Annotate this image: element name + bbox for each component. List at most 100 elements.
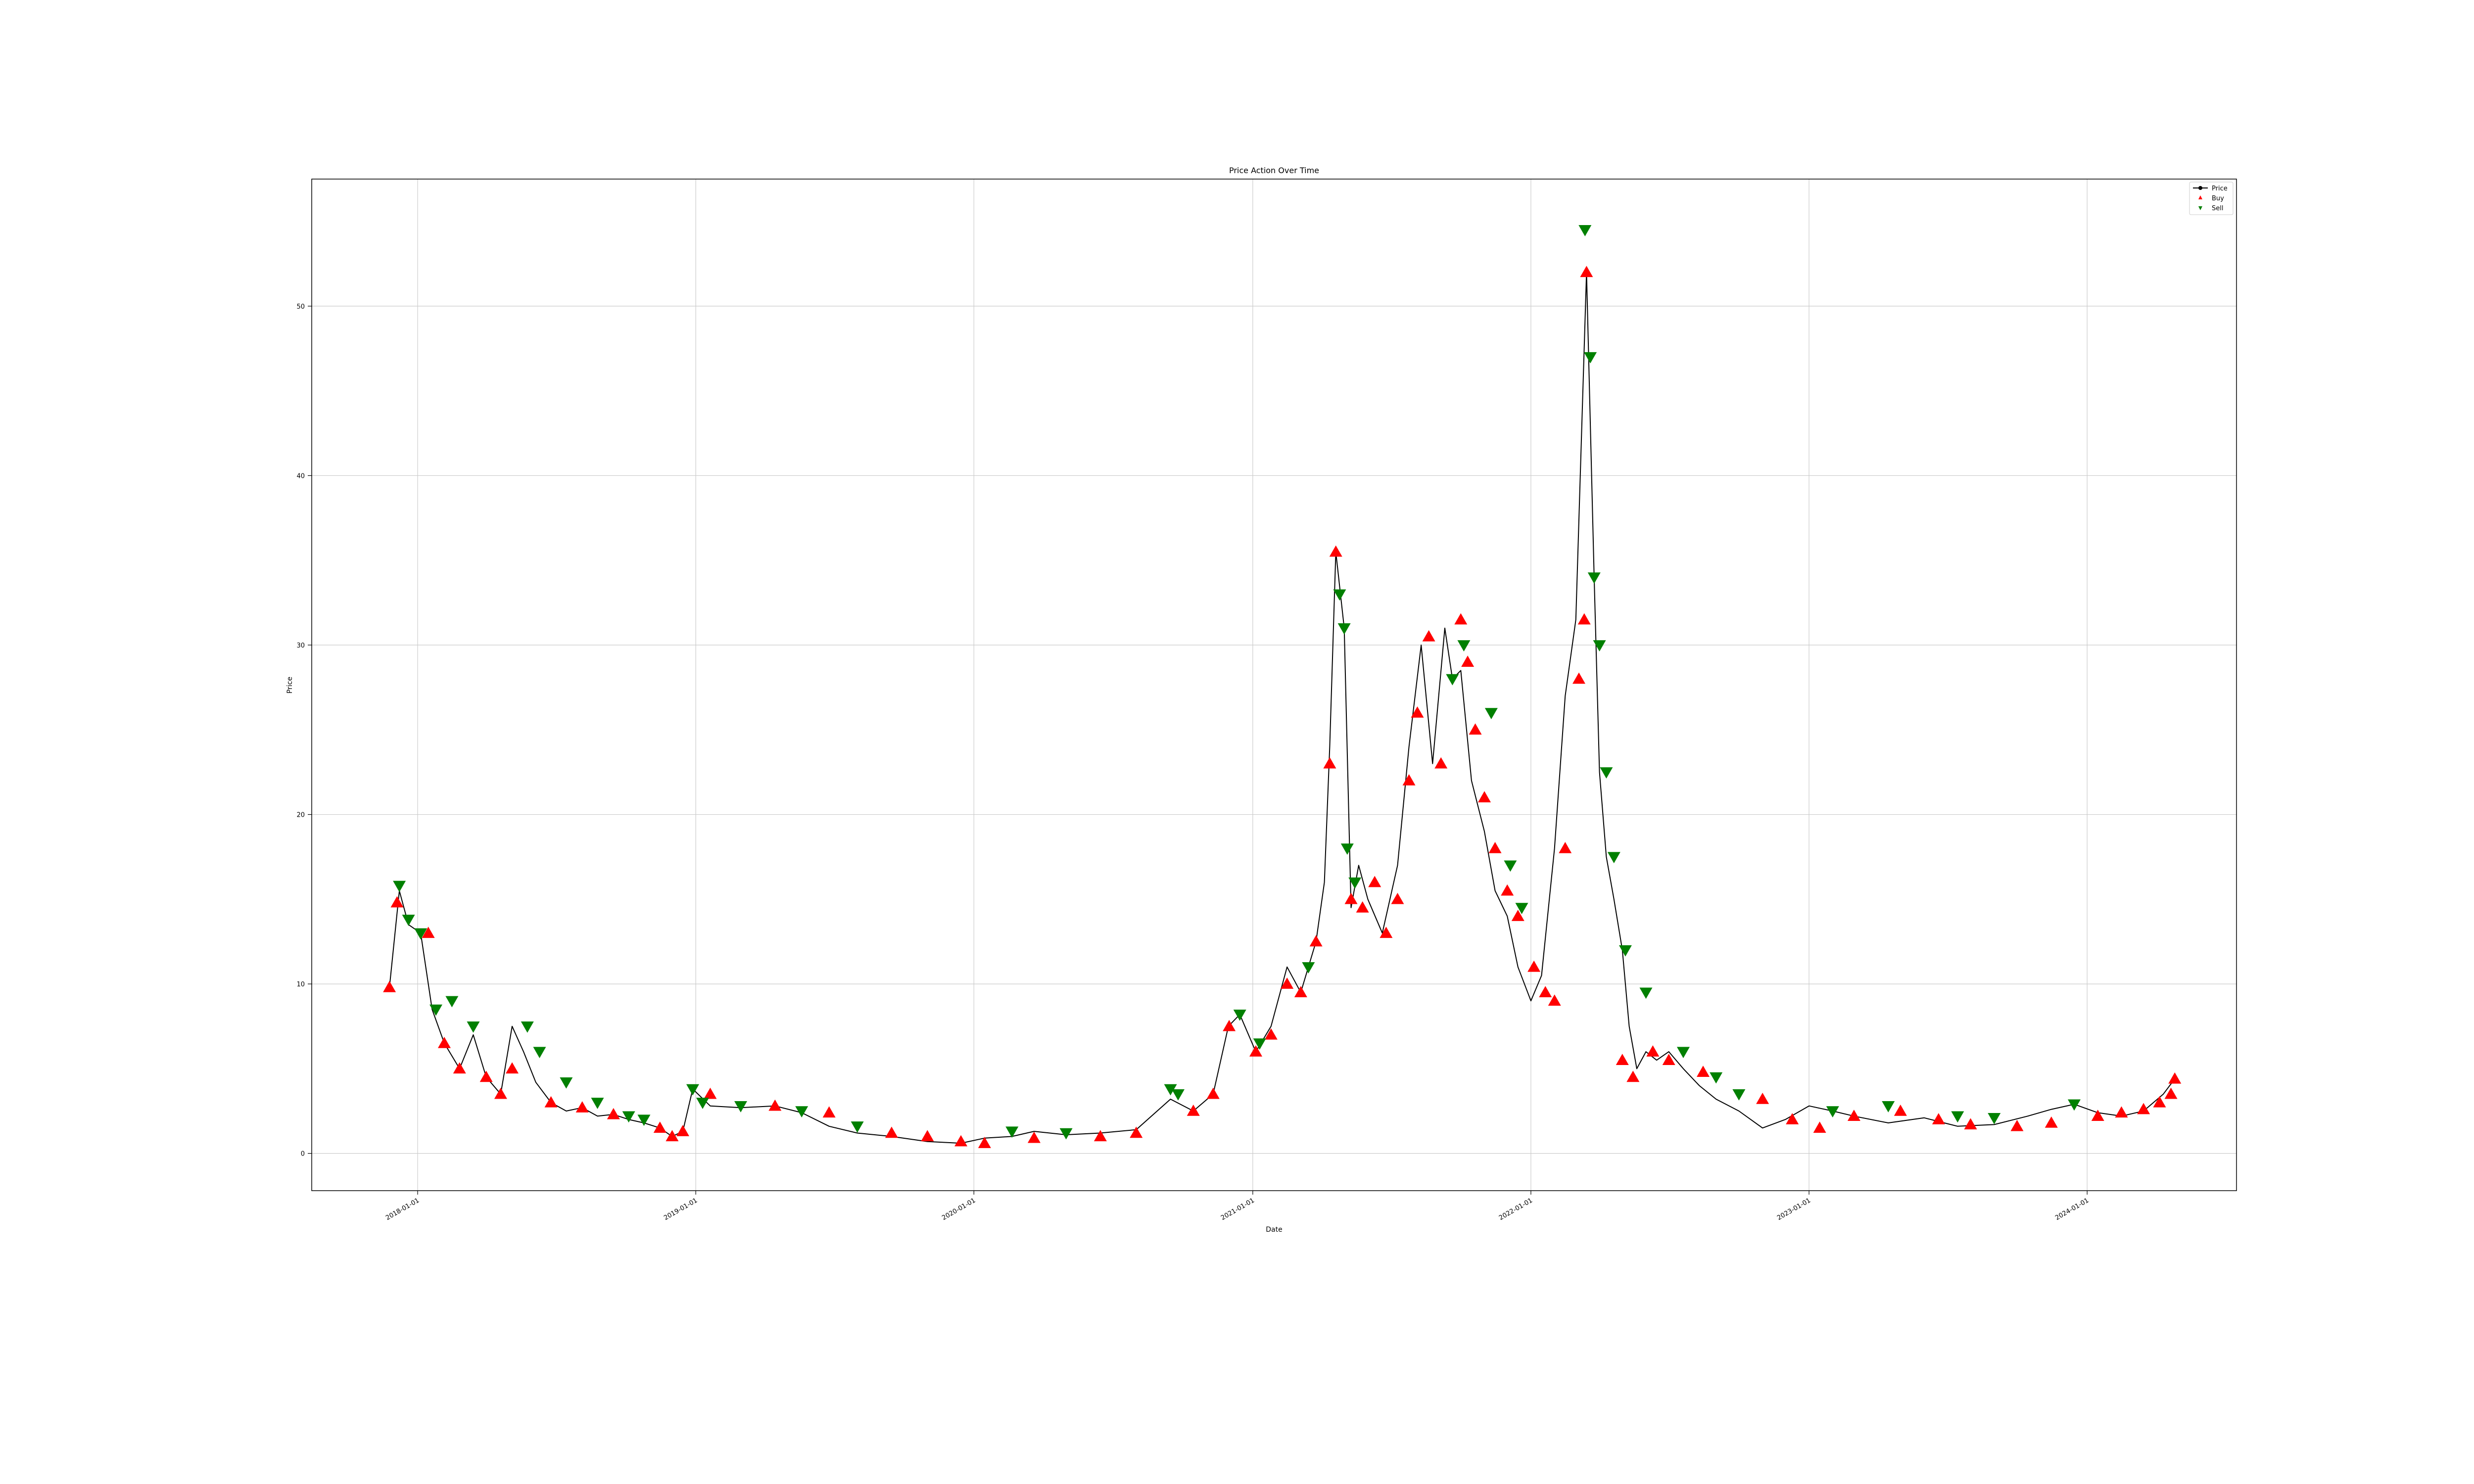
buy-marker: [1469, 723, 1482, 735]
sell-marker: [622, 1111, 635, 1123]
sell-marker: [1484, 708, 1498, 720]
buy-marker: [1488, 842, 1502, 853]
buy-marker: [1094, 1130, 1107, 1142]
buy-marker: [1264, 1028, 1278, 1040]
sell-marker: [445, 996, 459, 1008]
buy-marker: [1454, 613, 1468, 625]
buy-marker: [704, 1087, 717, 1099]
buy-marker: [1616, 1054, 1629, 1065]
buy-marker: [921, 1130, 934, 1142]
buy-marker: [1461, 655, 1475, 667]
legend-sell-label: Sell: [2212, 205, 2223, 212]
grid-lines: [312, 179, 2236, 1191]
buy-marker: [954, 1135, 968, 1147]
buy-marker: [1294, 986, 1307, 997]
buy-marker: [1559, 842, 1572, 853]
y-tick-label: 20: [296, 812, 305, 819]
sell-marker: [429, 1004, 443, 1016]
buy-marker: [1323, 757, 1336, 769]
plot-area-frame: [311, 179, 2237, 1191]
sell-marker: [1639, 987, 1653, 999]
legend-buy-marker: [2198, 195, 2202, 199]
buy-marker: [885, 1126, 898, 1138]
sell-marker: [1826, 1106, 1839, 1118]
buy-marker: [494, 1087, 507, 1099]
sell-marker: [1618, 945, 1632, 957]
buy-marker: [1281, 977, 1294, 989]
sell-marker: [1171, 1089, 1185, 1101]
y-tick-label: 10: [296, 981, 305, 988]
buy-marker: [676, 1125, 689, 1136]
sell-marker: [1600, 767, 1613, 779]
buy-marker: [1434, 757, 1448, 769]
buy-marker: [1309, 935, 1323, 947]
buy-marker: [390, 896, 404, 908]
buy-marker: [1356, 901, 1369, 913]
price-series: [389, 272, 2176, 1144]
buy-marker: [1539, 986, 1552, 997]
sell-marker: [1607, 852, 1620, 864]
buy-marker: [1572, 672, 1585, 684]
sell-marker: [696, 1098, 710, 1109]
sell-marker: [1333, 589, 1346, 601]
buy-marker: [2137, 1103, 2150, 1114]
sell-marker: [533, 1047, 546, 1059]
sell-marker: [1253, 1038, 1266, 1050]
buy-marker: [1548, 994, 1561, 1006]
sell-marker: [1710, 1072, 1723, 1084]
buy-marker: [1894, 1105, 1907, 1116]
buy-marker: [1501, 884, 1514, 896]
sell-marker: [1302, 962, 1315, 974]
sell-marker: [1005, 1126, 1019, 1138]
buy-marker: [822, 1106, 836, 1118]
buy-marker: [2168, 1072, 2182, 1084]
sell-marker: [591, 1098, 604, 1109]
buy-marker: [479, 1070, 493, 1082]
buy-marker: [2164, 1087, 2178, 1099]
buy-marker: [1411, 706, 1424, 718]
sell-series: [393, 225, 2081, 1140]
buy-marker: [1206, 1087, 1220, 1099]
buy-marker: [2091, 1110, 2104, 1121]
sell-marker: [467, 1021, 480, 1033]
buy-marker: [1380, 927, 1393, 938]
buy-marker: [1580, 266, 1593, 278]
sell-marker: [1059, 1128, 1073, 1140]
sell-marker: [734, 1101, 748, 1113]
buy-marker: [1964, 1118, 1977, 1130]
sell-marker: [393, 881, 406, 892]
buy-marker: [1391, 892, 1404, 904]
sell-marker: [637, 1114, 651, 1126]
buy-marker: [1646, 1045, 1660, 1057]
buy-marker: [1402, 774, 1416, 786]
sell-marker: [1340, 843, 1354, 855]
buy-marker: [1697, 1066, 1710, 1077]
sell-marker: [1337, 623, 1351, 635]
buy-marker: [2045, 1116, 2058, 1128]
buy-marker: [978, 1137, 991, 1148]
buy-marker: [653, 1121, 666, 1133]
sell-marker: [1348, 877, 1362, 889]
buy-marker: [666, 1130, 679, 1142]
buy-marker: [1932, 1113, 1945, 1124]
buy-marker: [383, 980, 396, 992]
buy-marker: [437, 1036, 451, 1048]
sell-marker: [851, 1121, 864, 1133]
buy-marker: [1813, 1121, 1826, 1133]
buy-marker: [1786, 1113, 1799, 1124]
legend-price-label: Price: [2212, 185, 2228, 192]
buy-marker: [1130, 1126, 1143, 1138]
x-axis-label: Date: [1266, 1226, 1282, 1234]
buy-marker: [575, 1101, 589, 1113]
buy-marker: [1344, 892, 1358, 904]
sell-marker: [1446, 674, 1459, 686]
buy-marker: [2115, 1106, 2128, 1118]
chart-title: Price Action Over Time: [1229, 166, 1319, 175]
legend-price-marker: [2198, 186, 2202, 190]
sell-marker: [1988, 1113, 2001, 1124]
sell-marker: [1578, 225, 1592, 236]
buy-marker: [2010, 1119, 2024, 1131]
legend-sell-marker: [2198, 206, 2202, 210]
